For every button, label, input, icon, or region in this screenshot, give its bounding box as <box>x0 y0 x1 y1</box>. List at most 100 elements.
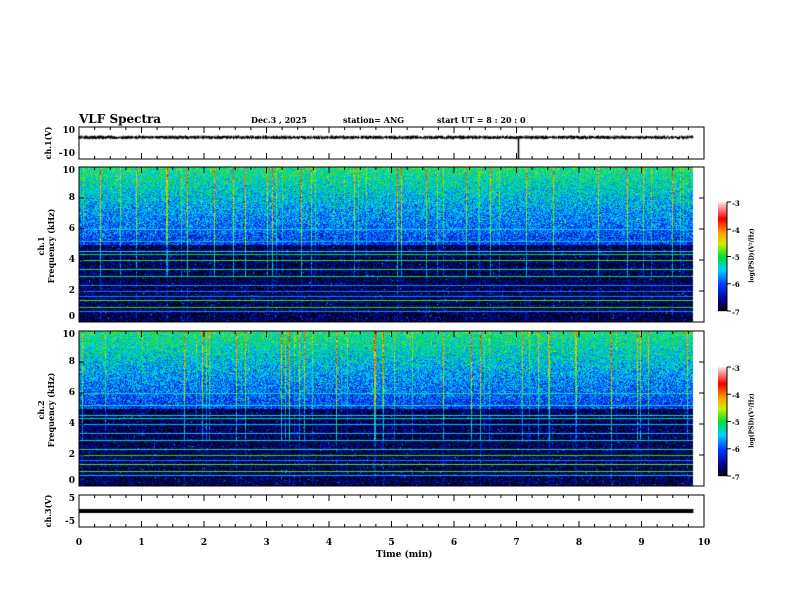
x-axis-label: Time (min) <box>376 550 433 560</box>
colorbar-cell <box>718 427 727 429</box>
colorbar-cell <box>718 256 727 258</box>
colorbar-cell <box>718 384 727 386</box>
colorbar-cell <box>718 244 727 246</box>
spec2-ytick-label: 4 <box>68 418 75 429</box>
colorbar-cell <box>718 381 727 383</box>
colorbar-cell <box>718 257 727 259</box>
colorbar-cell <box>718 217 727 219</box>
colorbar-cell <box>718 216 727 218</box>
colorbar-cell <box>718 270 727 272</box>
colorbar-cell <box>718 453 727 455</box>
colorbar-cell <box>718 309 727 311</box>
colorbar-cell <box>718 368 727 370</box>
colorbar-cell <box>718 248 727 250</box>
x-tick-label: 1 <box>138 538 145 548</box>
x-tick-label: 8 <box>575 538 583 548</box>
colorbar-cell <box>718 398 727 400</box>
colorbar-cell <box>718 403 727 405</box>
spec2-ytick-label: 8 <box>68 356 75 367</box>
colorbar-cell <box>718 451 727 453</box>
spec2-frame <box>78 330 705 487</box>
colorbar-cell <box>718 282 727 284</box>
colorbar-cell <box>718 404 727 406</box>
colorbar-cell <box>718 393 727 395</box>
colorbar-cell <box>718 445 727 447</box>
colorbar-cell <box>718 464 727 466</box>
ch1-ylabel: ch.1(V) <box>43 126 53 160</box>
spec1-frame <box>78 166 705 323</box>
colorbar-cell <box>718 454 727 456</box>
colorbar-cell <box>718 273 727 275</box>
colorbar-cell <box>718 402 727 404</box>
colorbar-tick-label: -6 <box>732 280 740 290</box>
colorbar-cell <box>718 458 727 460</box>
colorbar-cell <box>718 399 727 401</box>
colorbar-cell <box>718 415 727 417</box>
colorbar-cell <box>718 460 727 462</box>
colorbar-cell <box>718 367 727 369</box>
colorbar-cell <box>718 278 727 280</box>
colorbar-cell <box>718 295 727 297</box>
colorbar-cell <box>718 372 727 374</box>
colorbar-tick-label: -4 <box>732 390 740 400</box>
colorbar-cell <box>718 255 727 257</box>
colorbar-cell <box>718 215 727 217</box>
colorbar-cell <box>718 383 727 385</box>
colorbar-cell <box>718 369 727 371</box>
x-tick-label: 4 <box>325 538 333 548</box>
colorbar-cell <box>718 253 727 255</box>
x-tick-label: 0 <box>75 538 83 548</box>
colorbar-cell <box>718 426 727 428</box>
colorbar-cell <box>718 310 727 312</box>
date-label: Dec.3 , 2025 <box>251 115 307 125</box>
colorbar-cell <box>718 406 727 408</box>
colorbar-cell <box>718 392 727 394</box>
figure-title: VLF Spectra <box>79 112 162 126</box>
colorbar-cell <box>718 389 727 391</box>
colorbar1-label: log(PSD)(V²/Hz) <box>748 228 756 283</box>
colorbar-cell <box>718 409 727 411</box>
colorbar-cell <box>718 239 727 241</box>
colorbar-cell <box>718 459 727 461</box>
colorbar-cell <box>718 466 727 468</box>
colorbar-cell <box>718 465 727 467</box>
colorbar-cell <box>718 232 727 234</box>
colorbar-cell <box>718 373 727 375</box>
colorbar-cell <box>718 439 727 441</box>
colorbar-cell <box>718 286 727 288</box>
colorbar-cell <box>718 219 727 221</box>
colorbar-cell <box>718 285 727 287</box>
colorbar-cell <box>718 378 727 380</box>
colorbar-cell <box>718 275 727 277</box>
colorbar-cell <box>718 300 727 302</box>
colorbar-cell <box>718 205 727 207</box>
colorbar-cell <box>718 207 727 209</box>
colorbar-cell <box>718 277 727 279</box>
colorbar-cell <box>718 226 727 228</box>
colorbar-cell <box>718 419 727 421</box>
colorbar-cell <box>718 387 727 389</box>
colorbar-cell <box>718 203 727 205</box>
colorbar-cell <box>718 418 727 420</box>
colorbar-cell <box>718 475 727 477</box>
colorbar-cell <box>718 209 727 211</box>
colorbar-cell <box>718 291 727 293</box>
colorbar-cell <box>718 251 727 253</box>
spec1-ytick-label: 2 <box>68 285 75 296</box>
colorbar-cell <box>718 432 727 434</box>
colorbar-cell <box>718 224 727 226</box>
colorbar-cell <box>718 267 727 269</box>
colorbar-cell <box>718 401 727 403</box>
colorbar-cell <box>718 225 727 227</box>
colorbar-cell <box>718 235 727 237</box>
colorbar-cell <box>718 265 727 267</box>
colorbar-cell <box>718 425 727 427</box>
colorbar-cell <box>718 308 727 310</box>
colorbar-tick-label: -3 <box>732 363 740 373</box>
colorbar-cell <box>718 306 727 308</box>
colorbar-cell <box>718 299 727 301</box>
colorbar-cell <box>718 379 727 381</box>
ch3-ytick-label: 5 <box>68 494 75 504</box>
